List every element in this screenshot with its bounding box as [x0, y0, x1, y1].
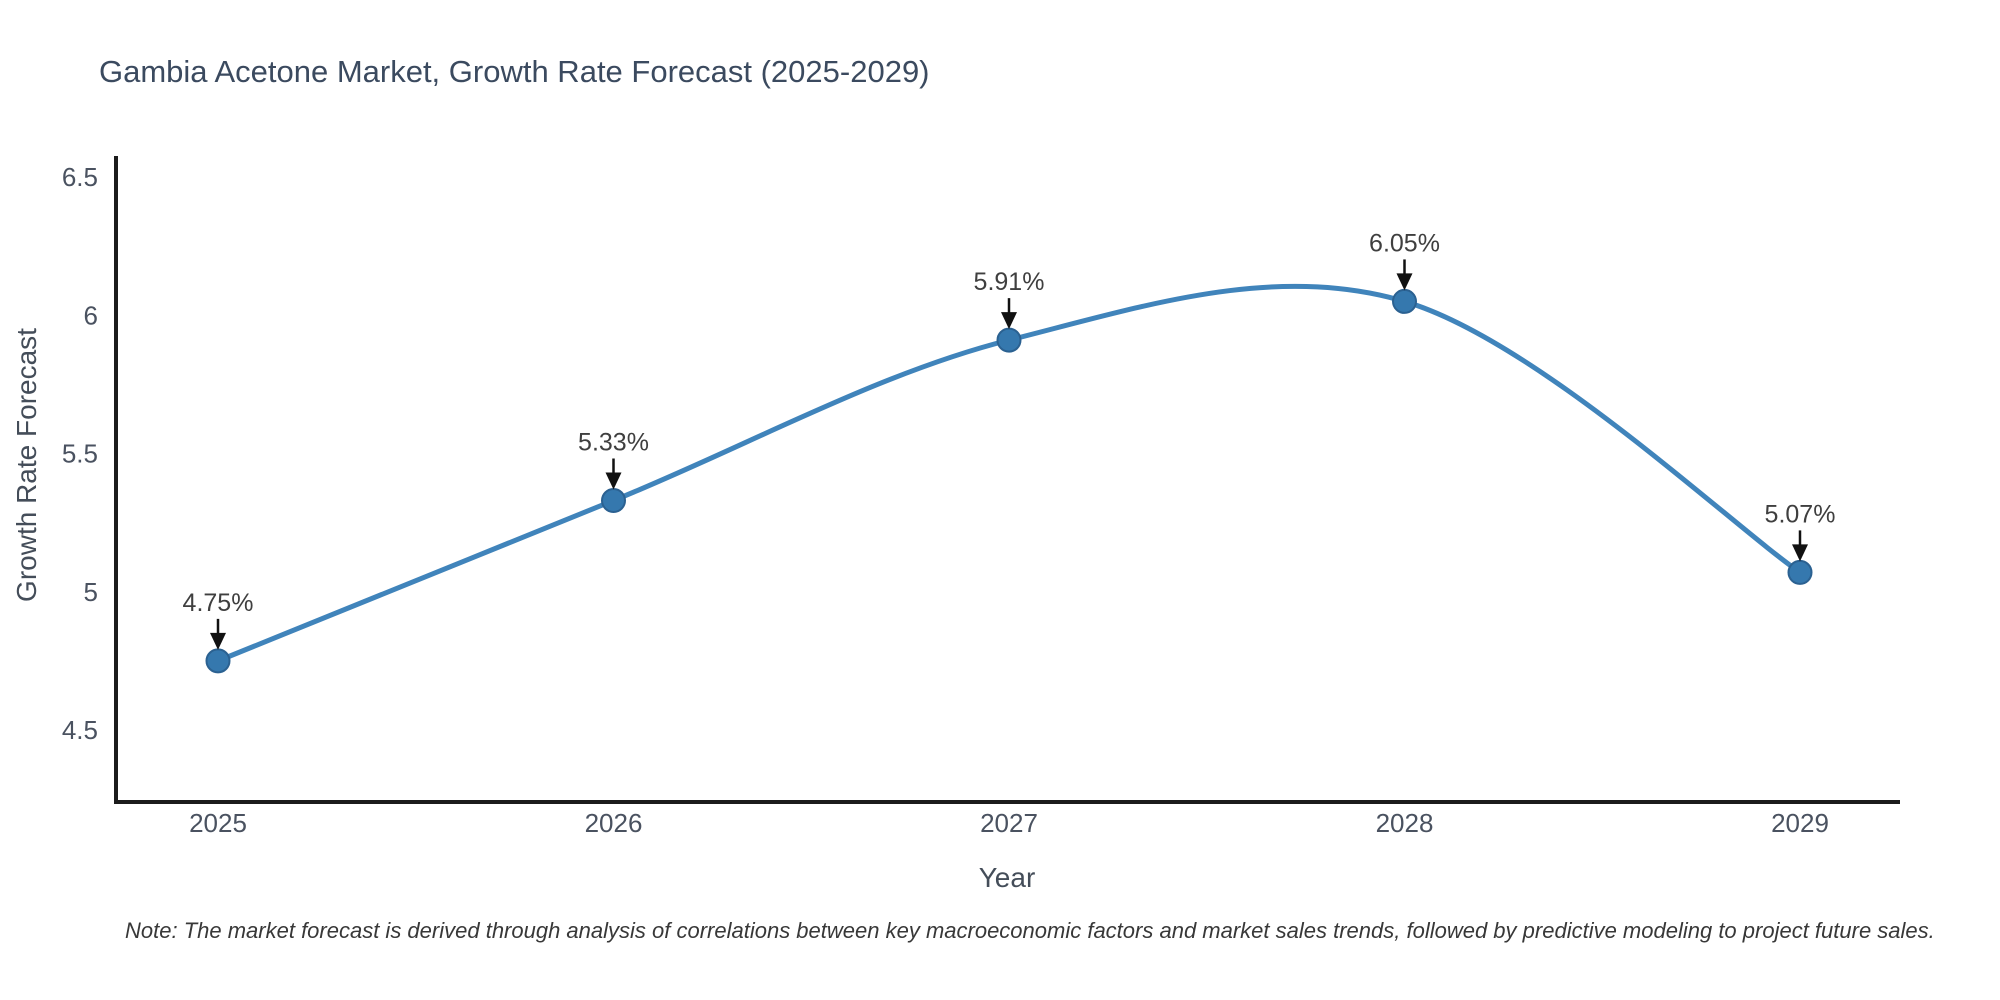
data-points	[205, 288, 1813, 674]
x-axis-title: Year	[979, 862, 1036, 893]
x-tick-label: 2027	[980, 808, 1038, 838]
x-tick-label: 2025	[189, 808, 247, 838]
y-tick-label: 6.5	[62, 162, 98, 192]
x-tick-label: 2028	[1376, 808, 1434, 838]
data-point-label: 5.07%	[1765, 500, 1836, 528]
x-tick-label: 2029	[1771, 808, 1829, 838]
data-point-label: 6.05%	[1369, 229, 1440, 257]
y-axis: 4.5 5 5.5 6 6.5 Growth Rate Forecast	[11, 156, 118, 804]
data-point-label: 4.75%	[183, 589, 254, 617]
data-point-marker	[601, 488, 626, 514]
data-point-marker	[205, 648, 231, 674]
y-axis-tick-labels: 4.5 5 5.5 6 6.5	[62, 162, 98, 745]
annotation-arrowhead	[1001, 312, 1017, 330]
annotation-arrowhead	[605, 472, 622, 490]
annotation-arrowhead	[1396, 273, 1413, 291]
chart-title: Gambia Acetone Market, Growth Rate Forec…	[99, 54, 930, 89]
data-point-marker	[996, 327, 1022, 353]
y-axis-title: Growth Rate Forecast	[11, 328, 42, 602]
data-point-marker	[1392, 288, 1417, 314]
data-point-label: 5.91%	[974, 268, 1045, 296]
annotation-arrowhead	[210, 632, 226, 650]
data-annotations: 4.75% 5.33% 5.91% 6.05% 5.07%	[183, 229, 1836, 650]
y-tick-label: 4.5	[62, 715, 98, 745]
footnote: Note: The market forecast is derived thr…	[125, 918, 1935, 943]
y-tick-label: 5	[84, 577, 98, 607]
data-point-marker	[1787, 559, 1813, 585]
x-tick-label: 2026	[585, 808, 643, 838]
annotation-arrowhead	[1792, 544, 1808, 562]
y-tick-label: 5.5	[62, 439, 98, 469]
x-axis-tick-labels: 2025 2026 2027 2028 2029	[189, 808, 1829, 838]
data-point-label: 5.33%	[578, 429, 649, 457]
x-axis: 2025 2026 2027 2028 2029 Year	[114, 800, 1900, 893]
y-tick-label: 6	[84, 300, 98, 330]
